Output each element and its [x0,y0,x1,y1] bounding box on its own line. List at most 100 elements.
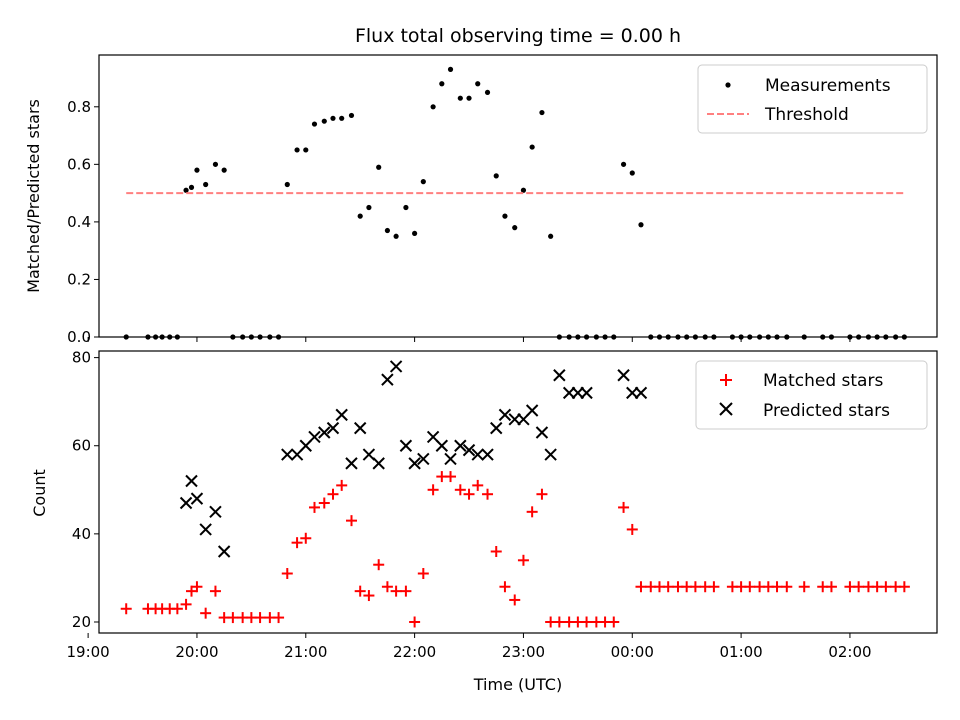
measurement-point [183,187,189,193]
matched-star-point [445,471,457,483]
predicted-star-point [372,457,385,470]
predicted-star-point [553,369,566,382]
predicted-star-point [199,523,212,536]
matched-star-point [417,568,429,580]
x-tick-label: 23:00 [502,643,545,661]
matched-star-point [409,616,421,628]
predicted-star-point [544,448,557,461]
matched-star-point [191,581,203,593]
legend-predicted-marker [719,402,733,416]
matched-star-point [400,585,412,597]
top-panel-legend: Measurements Threshold [697,64,928,134]
legend-matched-marker [720,374,732,386]
measurement-point [638,222,644,228]
matched-star-point [499,581,511,593]
measurement-point [502,213,508,219]
matched-star-point [662,581,674,593]
predicted-star-point [335,408,348,422]
matched-star-point [273,612,285,624]
predicted-star-point [308,430,321,444]
y-tick-label: 60 [72,437,91,455]
y-tick-label: 20 [72,613,91,631]
predicted-star-point [381,373,394,386]
predicted-star-point [525,404,539,417]
predicted-star-point [462,443,476,457]
legend-predicted-label: Predicted stars [763,401,890,421]
measurement-point [403,204,409,211]
predicted-star-point [345,457,358,470]
predicted-star-point [389,360,403,373]
matched-star-point [771,581,783,593]
matched-star-point [381,581,393,593]
predicted-star-point [326,421,340,435]
predicted-star-point [471,448,484,461]
matched-star-point [227,612,239,624]
matched-star-point [209,585,221,597]
x-tick-label: 00:00 [611,643,654,661]
matched-star-point [635,581,647,593]
top-panel-y-axis: 0.0 0.2 0.4 0.6 0.8 [67,98,99,346]
top-panel-frame [98,54,938,338]
x-tick-label: 01:00 [719,643,762,661]
y-tick-label: 80 [72,349,91,367]
measurement-point [457,95,463,101]
top-panel-x-axis [87,337,851,342]
predicted-star-point [281,448,294,461]
matched-star-point [120,603,132,615]
predicted-star-point [435,439,449,452]
measurement-point [376,164,382,170]
measurement-point [439,81,445,87]
measurement-point [203,181,209,188]
measurement-point [212,161,219,167]
matched-star-point [798,581,810,593]
matched-star-point [390,585,402,597]
matched-star-point [880,581,892,593]
measurement-point [339,115,345,121]
x-tick-label: 21:00 [284,643,327,661]
matched-star-point [363,590,375,602]
matched-star-point [781,581,793,593]
measurement-point [348,112,355,119]
measurement-point [484,89,491,96]
predicted-star-point [481,448,494,461]
x-tick-label: 02:00 [828,643,871,661]
predicted-star-point [179,496,193,510]
matched-star-point [291,537,303,549]
measurement-point [512,225,518,231]
measurement-point [539,109,545,116]
y-tick-label: 0.4 [67,213,91,231]
bottom-panel-y-label: Count [30,469,49,517]
measurement-point [493,173,499,179]
matched-star-point [336,479,348,491]
legend-threshold-label: Threshold [764,105,849,125]
predicted-star-point [318,426,331,439]
measurement-point [420,179,426,185]
measurement-point [321,118,327,124]
y-tick-label: 0.0 [67,328,91,346]
top-panel: 0.00.20.40.60.8 Matched/Predicted stars … [24,54,938,346]
matched-star-point [327,488,339,500]
chart-title: Flux total observing time = 0.00 h [355,25,681,47]
matched-star-point [490,545,502,557]
bottom-panel-legend: Matched stars Predicted stars [695,360,928,430]
x-tick-label: 19:00 [66,643,109,661]
matched-star-point [482,488,494,500]
top-legend-box [697,64,928,134]
predicted-star-point [209,505,222,519]
measurement-point [194,167,200,173]
matched-star-point [509,594,521,606]
matched-star-point [373,559,385,571]
measurement-point [529,144,535,150]
matched-star-point [853,581,865,593]
measurement-point [284,181,290,188]
predicted-star-point [634,386,648,400]
x-tick-label: 20:00 [175,643,218,661]
matched-star-point [454,484,466,496]
x-tick-label: 22:00 [393,643,436,661]
bottom-panel-y-axis: 20 40 60 80 [72,349,99,631]
predicted-star-point [444,452,457,466]
matched-star-point [689,581,701,593]
matched-star-point [708,581,720,593]
measurement-point [188,184,195,190]
predicted-star-point [217,545,231,558]
